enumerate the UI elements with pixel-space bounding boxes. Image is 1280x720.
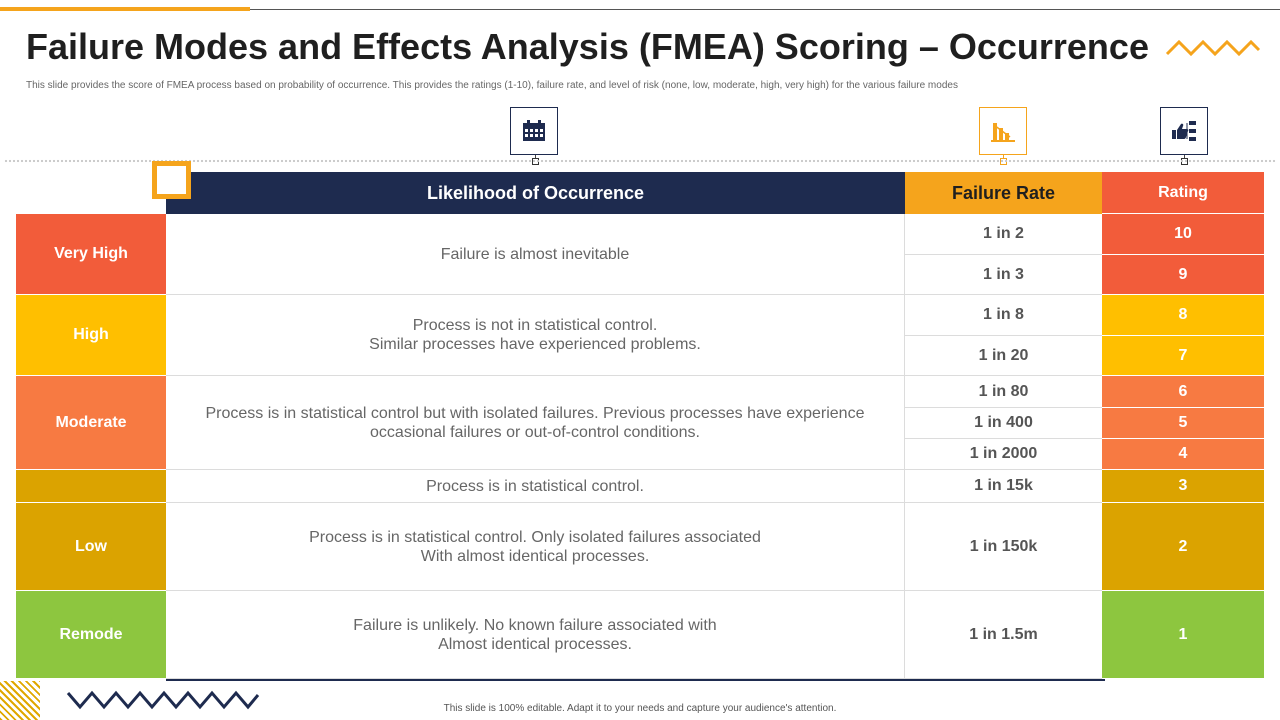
level-cell: Low xyxy=(16,503,166,591)
failure-rate-cell: 1 in 400 xyxy=(905,408,1102,439)
header-rating: Rating xyxy=(1102,172,1264,214)
failure-rate-cell: 1 in 150k xyxy=(905,503,1102,591)
page-title: Failure Modes and Effects Analysis (FMEA… xyxy=(26,26,1149,67)
level-cell: High xyxy=(16,295,166,376)
failure-rate-cell: 1 in 20 xyxy=(905,336,1102,376)
dotted-divider xyxy=(4,159,1276,163)
top-accent-bar xyxy=(0,7,250,11)
failure-rate-cell: 1 in 3 xyxy=(905,255,1102,295)
rating-cell: 1 xyxy=(1102,591,1264,679)
thumbs-up-hierarchy-icon xyxy=(1160,107,1208,155)
calendar-icon xyxy=(510,107,558,155)
rating-cell: 4 xyxy=(1102,439,1264,470)
rating-cell: 2 xyxy=(1102,503,1264,591)
failure-rate-cell: 1 in 15k xyxy=(905,470,1102,503)
failure-rate-cell: 1 in 2 xyxy=(905,214,1102,255)
top-rule xyxy=(0,9,1280,10)
footer-note: This slide is 100% editable. Adapt it to… xyxy=(443,703,837,714)
rating-cell: 8 xyxy=(1102,295,1264,336)
zigzag-decoration-top xyxy=(1165,39,1261,57)
rating-cell: 9 xyxy=(1102,255,1264,295)
rating-cell: 3 xyxy=(1102,470,1264,503)
likelihood-description: Failure is unlikely. No known failure as… xyxy=(166,591,905,679)
likelihood-description: Process is in statistical control but wi… xyxy=(166,376,905,470)
slide-description: This slide provides the score of FMEA pr… xyxy=(26,80,958,91)
level-cell: Very High xyxy=(16,214,166,295)
table-bottom-rule xyxy=(166,679,1105,681)
level-cell: Moderate xyxy=(16,376,166,470)
likelihood-description: Process is not in statistical control. S… xyxy=(166,295,905,376)
failure-rate-cell: 1 in 1.5m xyxy=(905,591,1102,679)
failure-rate-cell: 1 in 80 xyxy=(905,376,1102,408)
rating-cell: 10 xyxy=(1102,214,1264,255)
failure-rate-cell: 1 in 8 xyxy=(905,295,1102,336)
zigzag-decoration-bottom xyxy=(66,690,260,710)
hatch-pattern-decoration xyxy=(0,681,40,720)
rating-cell: 7 xyxy=(1102,336,1264,376)
header-likelihood: Likelihood of Occurrence xyxy=(166,172,905,214)
failure-rate-cell: 1 in 2000 xyxy=(905,439,1102,470)
level-cell xyxy=(16,470,166,503)
rating-cell: 6 xyxy=(1102,376,1264,408)
header-failure-rate: Failure Rate xyxy=(905,172,1102,214)
level-cell: Remode xyxy=(16,591,166,679)
likelihood-description: Process is in statistical control. Only … xyxy=(166,503,905,591)
corner-bracket-decoration xyxy=(152,161,191,199)
likelihood-description: Failure is almost inevitable xyxy=(166,214,905,295)
likelihood-description: Process is in statistical control. xyxy=(166,470,905,503)
fmea-occurrence-table: Likelihood of Occurrence Failure Rate Ra… xyxy=(16,172,1264,681)
declining-bar-chart-icon xyxy=(979,107,1027,155)
rating-cell: 5 xyxy=(1102,408,1264,439)
